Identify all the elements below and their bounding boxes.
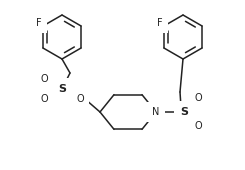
Text: O: O [194,93,202,103]
Text: S: S [180,107,188,117]
Text: O: O [40,94,48,104]
Text: O: O [194,121,202,131]
Text: S: S [58,84,66,94]
Text: N: N [152,107,160,117]
Text: O: O [40,74,48,84]
Text: F: F [36,18,42,28]
Text: F: F [157,18,163,28]
Text: O: O [76,94,84,104]
